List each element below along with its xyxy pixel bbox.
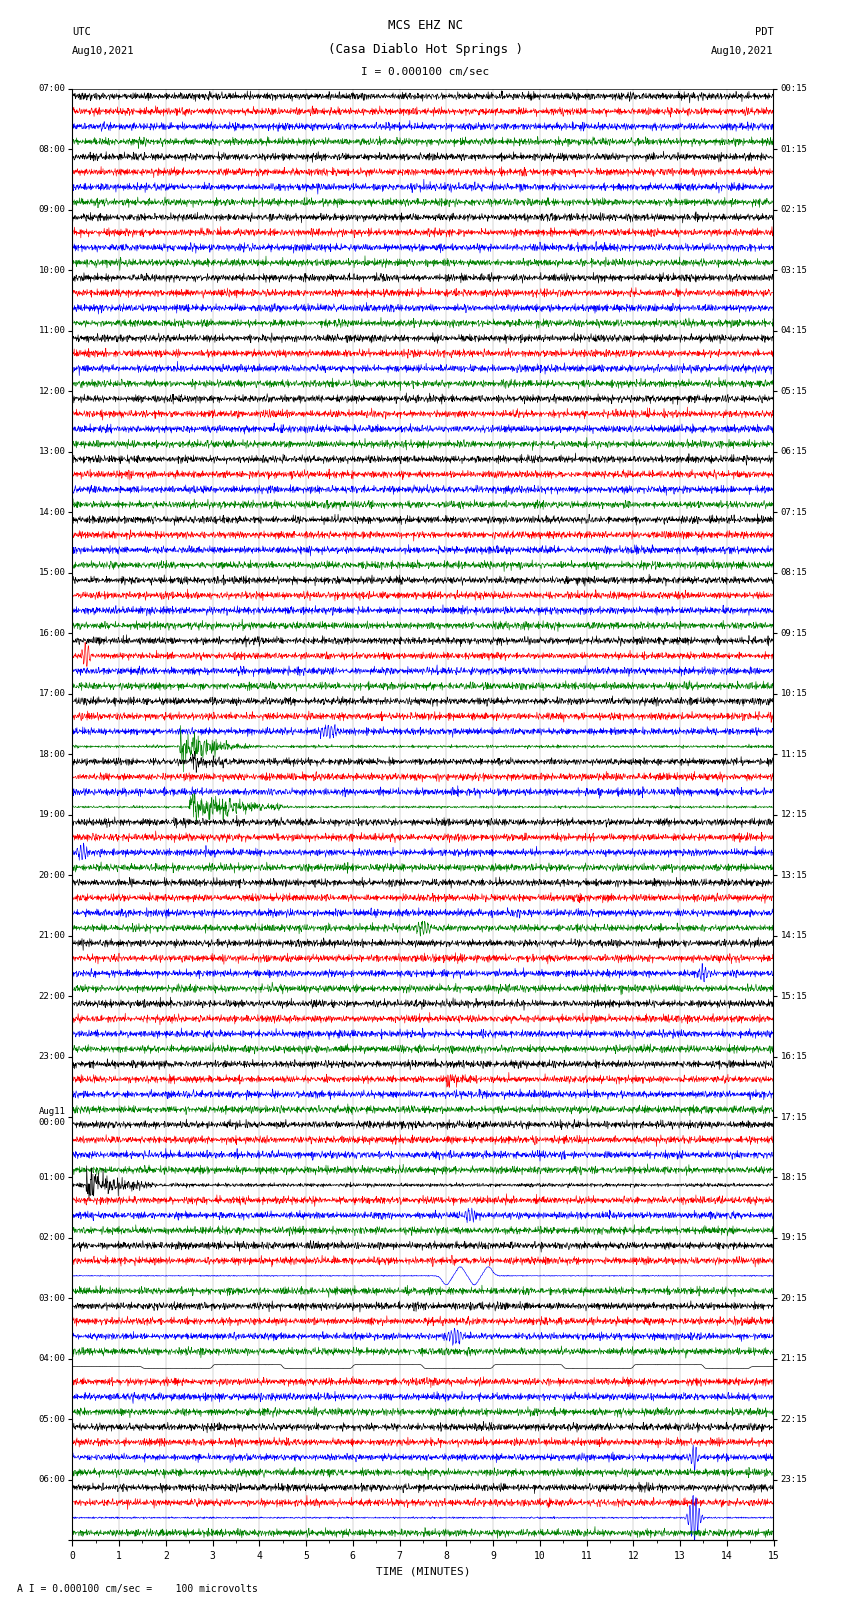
Text: UTC: UTC	[72, 27, 91, 37]
Text: I = 0.000100 cm/sec: I = 0.000100 cm/sec	[361, 68, 489, 77]
Text: (Casa Diablo Hot Springs ): (Casa Diablo Hot Springs )	[327, 44, 523, 56]
X-axis label: TIME (MINUTES): TIME (MINUTES)	[376, 1566, 470, 1576]
Text: Aug10,2021: Aug10,2021	[711, 47, 774, 56]
Text: PDT: PDT	[755, 27, 774, 37]
Text: Aug10,2021: Aug10,2021	[72, 47, 135, 56]
Text: MCS EHZ NC: MCS EHZ NC	[388, 19, 462, 32]
Text: A I = 0.000100 cm/sec =    100 microvolts: A I = 0.000100 cm/sec = 100 microvolts	[17, 1584, 258, 1594]
